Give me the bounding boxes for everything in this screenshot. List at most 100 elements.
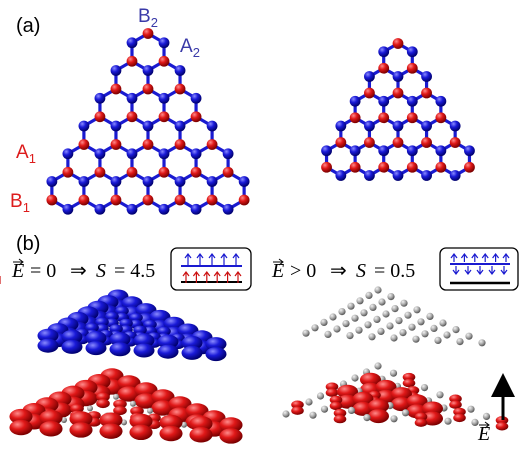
lattice-site-a: [110, 139, 122, 150]
orbital-lobe: [205, 347, 227, 362]
orbital-lobe: [368, 399, 389, 414]
lattice-site-b: [206, 176, 218, 187]
atom-ball: [390, 415, 398, 423]
lattice-site-a: [158, 166, 170, 178]
lattice-site-b: [126, 92, 138, 104]
orbital-lobe: [449, 400, 462, 409]
atom-ball: [382, 310, 390, 318]
atom-ball: [181, 421, 187, 428]
orbital-lobe: [119, 318, 133, 328]
spin-arrow-head: [196, 253, 204, 259]
orbital-lobe: [495, 422, 509, 431]
orbital-lobe: [96, 392, 110, 402]
lattice-site-a: [238, 194, 250, 206]
atom-ball: [378, 298, 386, 306]
spin-density-right: [282, 286, 509, 431]
orbital-lobe: [219, 417, 243, 433]
atom-ball: [401, 409, 410, 417]
atom-ball: [426, 312, 434, 320]
lattice-site-b: [158, 37, 170, 49]
orbital-lobe: [133, 325, 147, 335]
lattice-site-b: [378, 145, 390, 157]
spin-arrow-head: [220, 253, 228, 259]
orbital-lobe: [109, 342, 131, 357]
spin-density-left: [9, 289, 243, 444]
site-label-b2: B2: [138, 6, 158, 30]
atom-ball: [363, 414, 371, 422]
spin-arrow-head: [203, 271, 211, 277]
eq-right-rel: > 0: [290, 260, 316, 282]
orbital-lobe: [133, 343, 155, 358]
lattice-site-b: [174, 65, 186, 76]
lattice-site-b: [126, 148, 138, 160]
atom-ball: [282, 410, 290, 418]
orbital-lobe: [129, 313, 143, 323]
orbital-lobe: [159, 425, 183, 442]
lattice-site-b: [142, 65, 154, 76]
lattice-site-a: [392, 137, 404, 148]
lattice-site-a: [94, 111, 106, 123]
atom-ball: [302, 329, 310, 337]
atom-ball: [346, 332, 354, 340]
lattice-site-b: [110, 65, 122, 76]
orbital-lobe: [291, 400, 304, 409]
atom-ball: [355, 326, 363, 334]
lattice-site-b: [364, 120, 375, 132]
lattice-site-b: [78, 120, 90, 132]
orbital-lobe: [406, 394, 428, 409]
lattice-site-a: [94, 166, 106, 178]
lattice-site-b: [110, 120, 122, 132]
atom-ball: [421, 330, 429, 338]
atom-ball: [439, 319, 447, 327]
orbital-lobe: [360, 372, 381, 387]
site-label-b1: B1: [10, 191, 30, 215]
equation-left: E = 0 ⇒ S = 4.5: [11, 258, 155, 282]
lattice-site-a: [206, 194, 218, 206]
panel-b-label: (b): [16, 233, 40, 255]
atom-ball: [333, 325, 341, 333]
lattice-site-b: [94, 92, 106, 104]
lattice-site-a: [110, 83, 122, 95]
lattice-site-b: [142, 120, 154, 132]
orbital-lobe: [109, 332, 131, 347]
lattice-site-a: [78, 139, 90, 150]
orbital-lobe: [329, 401, 343, 411]
lattice-site-a: [406, 112, 418, 124]
atom-ball: [430, 324, 438, 332]
lattice-site-a: [378, 112, 390, 124]
orbital-lobe: [99, 412, 123, 428]
orbital-lobe: [325, 382, 339, 391]
site-label-a1: A1: [16, 142, 36, 166]
lattice-site-b: [190, 92, 202, 104]
lattice-site-a: [126, 166, 138, 178]
spin-arrow-head: [232, 253, 240, 259]
lattice-site-a: [190, 166, 202, 178]
lattice-site-a: [335, 137, 347, 148]
orbital-lobe: [333, 414, 347, 424]
spin-arrow-head: [452, 269, 460, 275]
atom-ball: [87, 405, 93, 412]
orbital-lobe: [95, 317, 109, 327]
lattice-site-b: [238, 176, 250, 187]
lattice-site-a: [378, 161, 390, 173]
orbital-lobe: [422, 401, 443, 416]
spin-arrow-head: [460, 253, 468, 259]
atom-ball: [347, 302, 355, 310]
lattice-site-b: [421, 71, 432, 82]
orbital-lobe: [189, 427, 213, 443]
orbital-lobe: [157, 334, 179, 349]
orbital-lobe: [422, 411, 443, 426]
orbital-lobe: [168, 396, 192, 412]
orbital-lobe: [189, 416, 213, 432]
orbital-lobe: [157, 344, 179, 359]
orbital-lobe: [368, 409, 389, 424]
orbital-lobe: [9, 419, 33, 436]
atom-ball: [309, 411, 317, 419]
spin-arrow-head: [234, 271, 242, 277]
atom-ball: [390, 334, 398, 342]
orbital-lobe: [402, 378, 416, 388]
atom-ball: [356, 297, 364, 305]
orbital-lobe: [113, 405, 127, 416]
atom-ball: [147, 407, 153, 414]
lattice-site-b: [206, 120, 218, 132]
